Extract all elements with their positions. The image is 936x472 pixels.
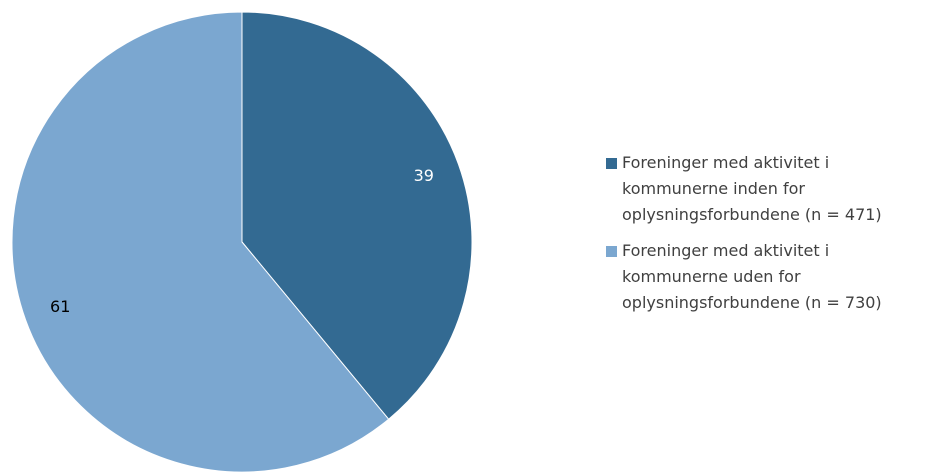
legend-swatch bbox=[606, 246, 617, 257]
chart: 39 61 bbox=[11, 11, 473, 472]
legend: Foreninger med aktivitet i kommunerne in… bbox=[606, 150, 936, 326]
legend-entry: Foreninger med aktivitet i kommunerne in… bbox=[606, 150, 936, 228]
pie-slice bbox=[241, 11, 473, 420]
data-label: 39 bbox=[414, 166, 434, 185]
legend-label: Foreninger med aktivitet i kommunerne in… bbox=[622, 153, 882, 224]
legend-label: Foreninger med aktivitet i kommunerne ud… bbox=[622, 241, 882, 312]
legend-swatch bbox=[606, 158, 617, 169]
legend-entry: Foreninger med aktivitet i kommunerne ud… bbox=[606, 238, 936, 316]
data-label: 61 bbox=[50, 297, 70, 316]
pie-slice bbox=[11, 11, 390, 472]
